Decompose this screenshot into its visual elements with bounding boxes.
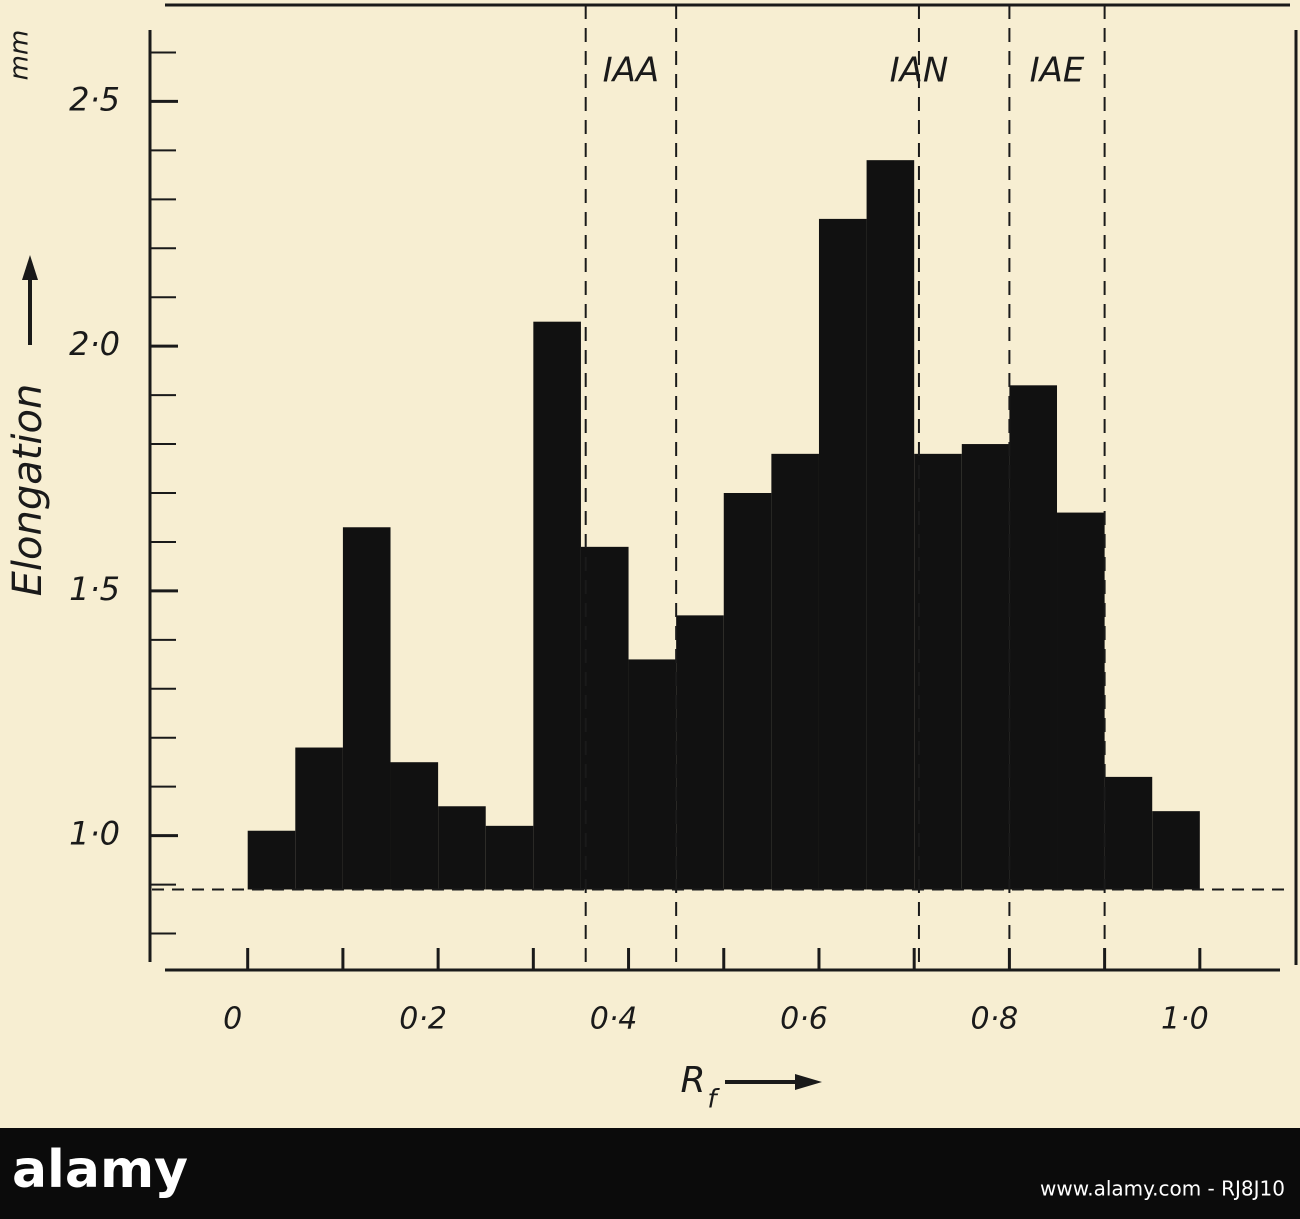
x-tick-label: 0 (223, 1002, 242, 1037)
marker-label: IAA (603, 51, 660, 91)
bar (628, 659, 677, 890)
y-tick-label: 2·5 (69, 80, 120, 118)
bar (1009, 385, 1058, 890)
bar (961, 444, 1010, 890)
watermark-url: www.alamy.com - RJ8J10 (1040, 1177, 1285, 1201)
bar (771, 453, 819, 890)
watermark-bar (0, 1128, 1300, 1219)
bar (533, 321, 581, 890)
x-tick-label: 0·4 (590, 1002, 638, 1037)
x-tick-label: 0·2 (399, 1002, 447, 1037)
bar (342, 527, 391, 890)
y-arrow-head (22, 255, 38, 280)
y-tick-label: 2·0 (69, 325, 120, 363)
x-axis-label: R (680, 1060, 705, 1101)
y-unit: mm (5, 30, 35, 81)
bar (914, 453, 962, 890)
bar (390, 762, 439, 890)
y-axis-label: Elongation (5, 384, 51, 597)
x-tick-label: 1·0 (1161, 1002, 1209, 1037)
x-arrow-head (795, 1074, 822, 1090)
x-tick-label: 0·8 (971, 1002, 1019, 1037)
bar (866, 160, 915, 890)
bar (438, 806, 486, 890)
y-tick-label: 1·5 (69, 570, 120, 608)
watermark-brand: alamy (12, 1140, 188, 1200)
bar (1057, 512, 1105, 890)
bar (295, 747, 343, 890)
x-tick-label: 0·6 (780, 1002, 828, 1037)
bar (723, 493, 772, 890)
bar (1152, 811, 1200, 890)
y-tick-label: 1·0 (69, 815, 120, 853)
marker-label: IAN (890, 51, 949, 91)
bar (247, 830, 296, 890)
bar (580, 546, 629, 890)
bar (1104, 776, 1153, 890)
marker-label: IAE (1030, 51, 1085, 91)
bar (818, 218, 867, 890)
bar (485, 825, 534, 890)
bar (676, 615, 724, 890)
